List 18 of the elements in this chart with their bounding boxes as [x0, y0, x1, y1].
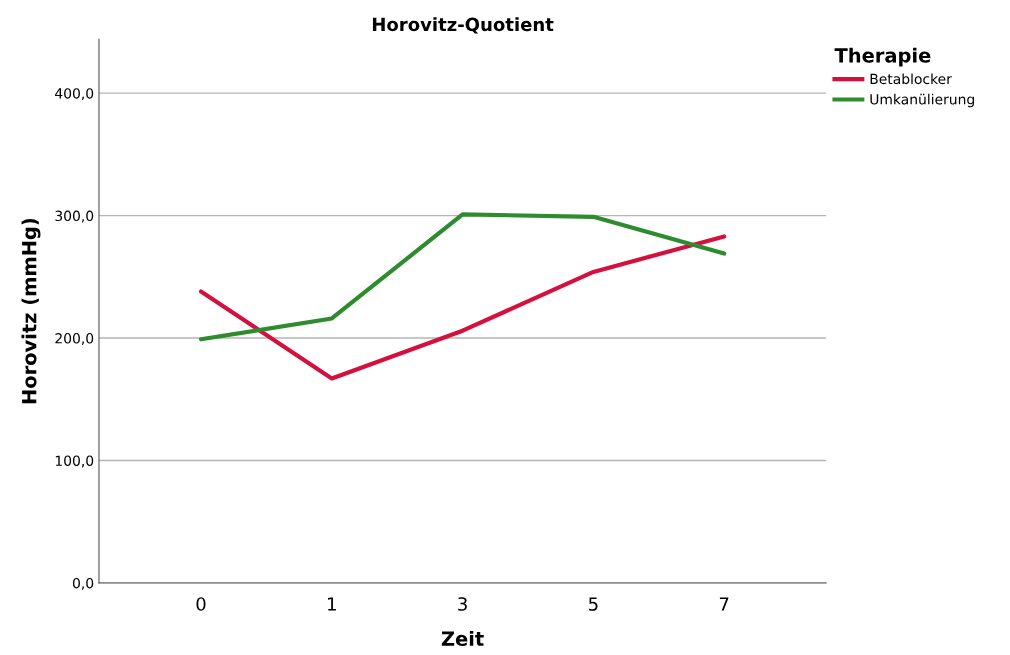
- x-tick-label: 1: [328, 597, 336, 611]
- y-tick-label: 100,0: [55, 455, 94, 468]
- legend-label: Betablocker: [870, 73, 952, 85]
- x-tick-label: 7: [719, 597, 729, 611]
- x-axis-title: Zeit: [441, 630, 484, 647]
- y-tick-label: 300,0: [55, 210, 94, 223]
- y-tick-label: 200,0: [55, 333, 94, 345]
- x-tick-label: 5: [589, 597, 598, 611]
- x-tick-label: 0: [196, 597, 206, 611]
- chart-title: Horovitz-Quotient: [372, 17, 554, 34]
- legend-label: Umkanülierung: [870, 93, 974, 108]
- y-tick-label: 400,0: [55, 88, 94, 101]
- line-series: [198, 212, 727, 342]
- line-series: [198, 234, 727, 381]
- y-axis-title: Horovitz (mmHg): [21, 218, 41, 404]
- x-tick-label: 3: [458, 597, 467, 611]
- y-tick-label: 0,0: [72, 577, 94, 590]
- legend-title: Therapie: [834, 47, 931, 67]
